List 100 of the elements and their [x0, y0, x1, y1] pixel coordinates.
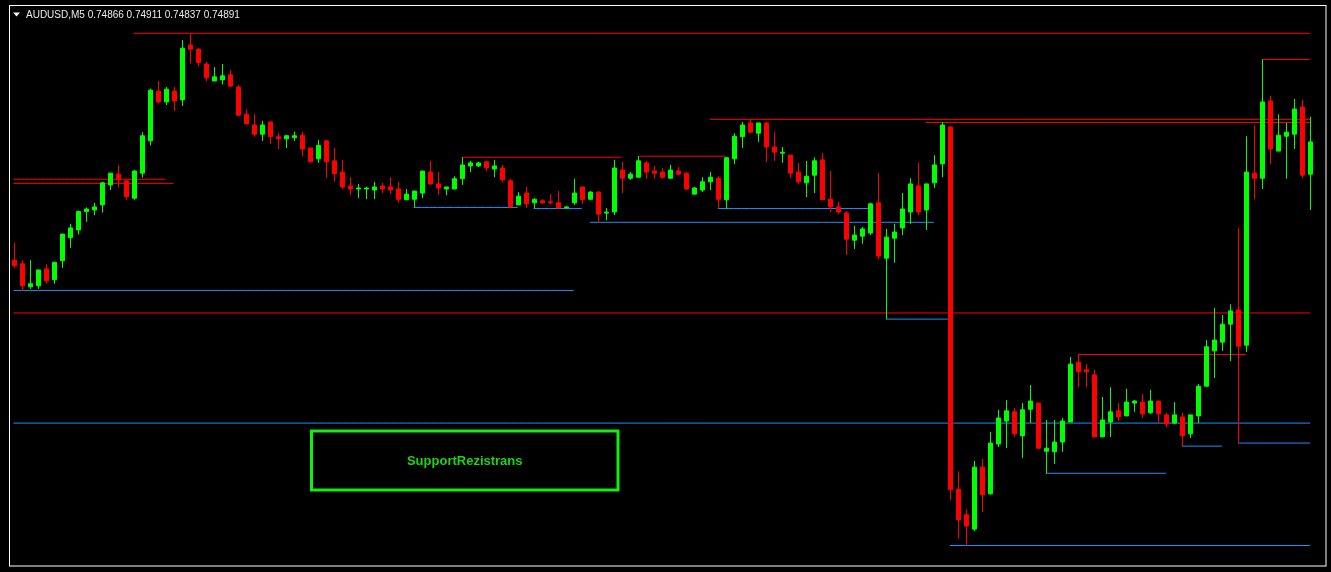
candlestick [932, 154, 937, 189]
candlestick [772, 131, 777, 162]
candlestick [228, 69, 233, 88]
candlestick [252, 113, 257, 138]
candlestick [620, 161, 625, 194]
candlestick [1140, 393, 1145, 419]
candlestick [892, 223, 897, 264]
candlestick [1228, 303, 1233, 362]
candlestick [276, 132, 281, 150]
candlestick [204, 61, 209, 82]
candlestick [612, 159, 617, 216]
candlestick [508, 178, 513, 208]
candlestick [556, 190, 561, 209]
candlestick [1004, 399, 1009, 449]
candlestick [388, 176, 393, 195]
candlestick [628, 171, 633, 181]
candlestick [444, 186, 449, 196]
candlestick [900, 192, 905, 236]
candlestick [412, 190, 417, 208]
candlestick [1084, 363, 1089, 388]
candlestick [548, 193, 553, 205]
candlestick [716, 175, 721, 209]
candlestick [1124, 388, 1129, 417]
chart-title: AUDUSD,M5 0.74866 0.74911 0.74837 0.74891 [26, 9, 241, 20]
candlestick [348, 176, 353, 196]
candlestick [1132, 399, 1137, 413]
candlestick [1284, 122, 1289, 180]
candlestick [604, 207, 609, 221]
candlestick [1028, 384, 1033, 424]
candlestick [244, 108, 249, 125]
candlestick [564, 205, 569, 209]
candlestick [148, 88, 153, 146]
candlestick [164, 86, 169, 106]
candlestick [1276, 113, 1281, 152]
candlestick [1180, 412, 1185, 447]
candlestick [692, 186, 697, 195]
candlestick [476, 161, 481, 168]
candlestick [516, 191, 521, 206]
candlestick [12, 242, 17, 269]
candlestick [452, 175, 457, 190]
candlestick [756, 122, 761, 143]
candlestick [220, 63, 225, 86]
candlestick [1260, 58, 1265, 190]
candlestick [940, 121, 945, 178]
candlestick [668, 164, 673, 179]
candlestick [156, 80, 161, 104]
candlestick [180, 39, 185, 107]
annotation: SupportRezistrans [406, 453, 523, 468]
candlestick [700, 176, 705, 193]
candlestick [1212, 307, 1217, 379]
candlestick [868, 202, 873, 236]
candlestick [1044, 419, 1049, 474]
candlestick [212, 66, 217, 82]
candlestick [20, 259, 25, 292]
candlestick [308, 147, 313, 164]
candlestick [404, 188, 409, 201]
candlestick [1100, 396, 1105, 438]
candlestick [172, 86, 177, 112]
candlestick [36, 269, 41, 290]
candlestick [1220, 314, 1225, 352]
candlestick [500, 164, 505, 184]
candlestick [676, 166, 681, 176]
candlestick [836, 201, 841, 215]
candlestick [732, 132, 737, 165]
candlestick [380, 182, 385, 194]
candlestick [300, 131, 305, 157]
candlestick [420, 170, 425, 199]
candlestick [492, 159, 497, 178]
candlestick [764, 121, 769, 163]
candlestick [76, 210, 81, 236]
candlestick [572, 178, 577, 206]
candlestick [100, 181, 105, 214]
candlestick [236, 84, 241, 116]
candlestick [684, 171, 689, 191]
candlestick [1308, 116, 1313, 211]
candlestick [28, 259, 33, 290]
candlestick [812, 156, 817, 194]
candlestick [1172, 401, 1177, 425]
candlestick [1012, 407, 1017, 438]
candlestick [372, 181, 377, 200]
candlestick [828, 170, 833, 213]
candlestick [484, 160, 489, 172]
candlestick [644, 160, 649, 180]
candlestick [1060, 417, 1065, 453]
candlestick [1148, 389, 1153, 415]
candlestick [292, 131, 297, 142]
candlestick [596, 190, 601, 224]
candlestick [532, 197, 537, 209]
candlestick [316, 139, 321, 164]
candlestick [1196, 383, 1201, 424]
candlestick [908, 177, 913, 225]
candlestick [844, 210, 849, 256]
candlestick [852, 225, 857, 250]
candlestick [284, 134, 289, 149]
candlestick [972, 460, 977, 532]
candlestick [660, 167, 665, 180]
candlestick [260, 120, 265, 142]
candlestick [924, 183, 929, 231]
candlestick [540, 198, 545, 205]
candlestick [580, 186, 585, 205]
